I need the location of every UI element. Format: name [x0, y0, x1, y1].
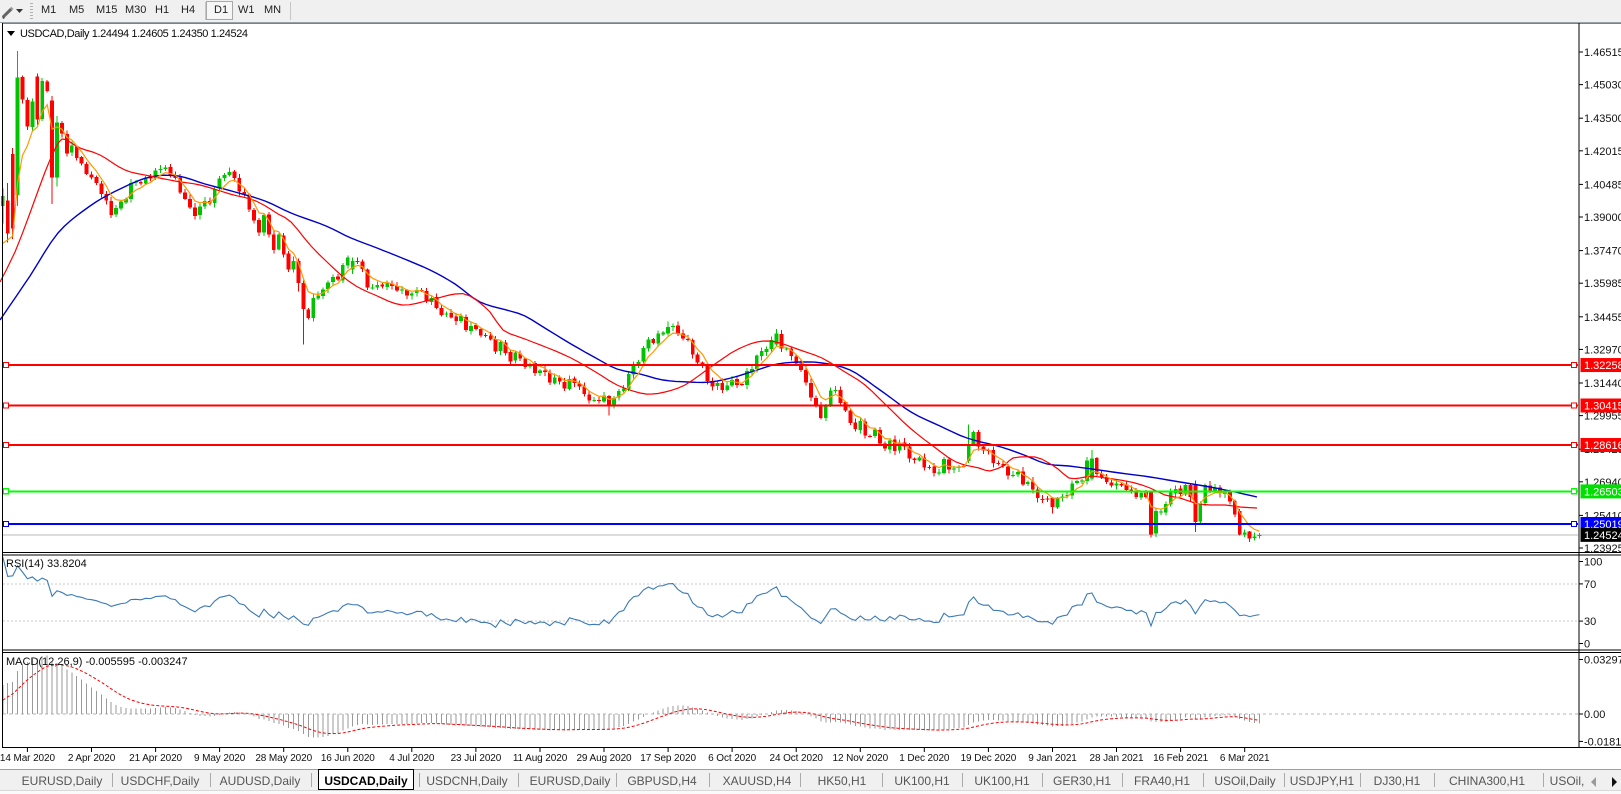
svg-text:17 Sep 2020: 17 Sep 2020 [640, 753, 696, 764]
svg-text:24 Oct 2020: 24 Oct 2020 [770, 753, 824, 764]
svg-text:6 Mar 2021: 6 Mar 2021 [1220, 753, 1270, 764]
svg-text:1 Dec 2020: 1 Dec 2020 [899, 753, 950, 764]
svg-text:1.34455: 1.34455 [1584, 312, 1621, 324]
svg-text:0: 0 [1584, 639, 1590, 651]
svg-text:30: 30 [1584, 616, 1596, 628]
svg-text:12 Nov 2020: 12 Nov 2020 [832, 753, 888, 764]
svg-text:1.31440: 1.31440 [1584, 378, 1621, 390]
svg-text:1.46515: 1.46515 [1584, 47, 1621, 59]
svg-text:28 May 2020: 28 May 2020 [255, 753, 312, 764]
svg-text:6 Oct 2020: 6 Oct 2020 [708, 753, 756, 764]
svg-text:0.00: 0.00 [1584, 709, 1605, 721]
svg-text:1.23925: 1.23925 [1584, 543, 1621, 555]
svg-text:1.30415: 1.30415 [1584, 401, 1621, 413]
svg-text:23 Jul 2020: 23 Jul 2020 [451, 753, 502, 764]
svg-text:MACD(12,26,9) -0.005595 -0.003: MACD(12,26,9) -0.005595 -0.003247 [6, 656, 188, 668]
svg-text:29 Aug 2020: 29 Aug 2020 [576, 753, 632, 764]
svg-text:16 Feb 2021: 16 Feb 2021 [1153, 753, 1209, 764]
svg-text:1.45030: 1.45030 [1584, 80, 1621, 92]
svg-text:1.40485: 1.40485 [1584, 179, 1621, 191]
svg-text:21 Apr 2020: 21 Apr 2020 [129, 753, 182, 764]
svg-text:-0.018154: -0.018154 [1584, 736, 1621, 748]
svg-text:USDCAD,Daily 1.24494 1.24605: USDCAD,Daily 1.24494 1.24605 1.24350 1.2… [20, 28, 248, 40]
svg-text:28 Jan 2021: 28 Jan 2021 [1090, 753, 1144, 764]
svg-text:1.43500: 1.43500 [1584, 113, 1621, 125]
svg-text:1.24524: 1.24524 [1584, 530, 1621, 542]
svg-text:100: 100 [1584, 557, 1602, 569]
svg-text:9 May 2020: 9 May 2020 [194, 753, 246, 764]
svg-text:70: 70 [1584, 579, 1596, 591]
svg-text:9 Jan 2021: 9 Jan 2021 [1028, 753, 1077, 764]
svg-text:1.35985: 1.35985 [1584, 278, 1621, 290]
svg-text:4 Jul 2020: 4 Jul 2020 [389, 753, 435, 764]
svg-text:1.42015: 1.42015 [1584, 146, 1621, 158]
svg-text:16 Jun 2020: 16 Jun 2020 [321, 753, 375, 764]
svg-text:1.26503: 1.26503 [1584, 486, 1621, 498]
svg-text:11 Aug 2020: 11 Aug 2020 [513, 753, 568, 764]
svg-text:0.032972: 0.032972 [1584, 655, 1621, 667]
svg-text:1.32970: 1.32970 [1584, 344, 1621, 356]
svg-text:1.29955: 1.29955 [1584, 411, 1621, 423]
svg-text:19 Dec 2020: 19 Dec 2020 [961, 753, 1017, 764]
svg-text:1.39000: 1.39000 [1584, 212, 1621, 224]
svg-text:RSI(14) 33.8204: RSI(14) 33.8204 [6, 558, 87, 570]
svg-text:1.37470: 1.37470 [1584, 246, 1621, 258]
svg-text:1.28616: 1.28616 [1584, 440, 1621, 452]
svg-text:14 Mar 2020: 14 Mar 2020 [0, 753, 55, 764]
svg-text:2 Apr 2020: 2 Apr 2020 [68, 753, 116, 764]
svg-text:1.32258: 1.32258 [1584, 360, 1621, 372]
